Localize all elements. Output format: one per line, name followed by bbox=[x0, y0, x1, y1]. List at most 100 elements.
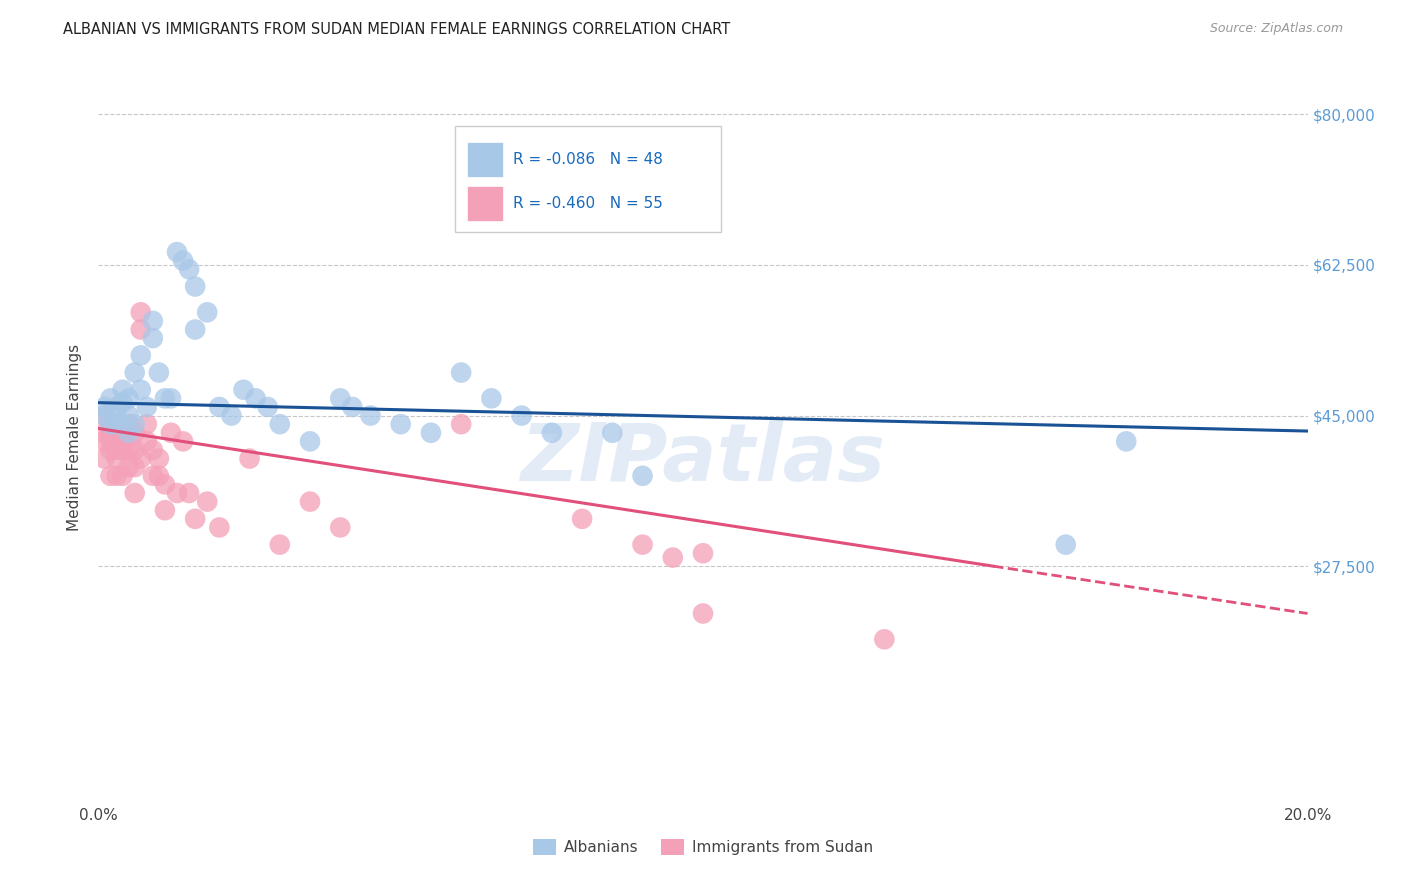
FancyBboxPatch shape bbox=[467, 186, 503, 221]
Point bbox=[631, 538, 654, 552]
Point bbox=[450, 366, 472, 380]
Text: ALBANIAN VS IMMIGRANTS FROM SUDAN MEDIAN FEMALE EARNINGS CORRELATION CHART: ALBANIAN VS IMMIGRANTS FROM SUDAN MEDIAN… bbox=[63, 22, 731, 37]
Point bbox=[148, 366, 170, 380]
Point bbox=[100, 434, 122, 449]
Point bbox=[148, 451, 170, 466]
Point bbox=[118, 442, 141, 457]
Point bbox=[93, 434, 115, 449]
Point bbox=[184, 279, 207, 293]
Point bbox=[631, 468, 654, 483]
FancyBboxPatch shape bbox=[467, 143, 503, 178]
Point bbox=[153, 477, 176, 491]
Point bbox=[540, 425, 562, 440]
Point bbox=[93, 425, 115, 440]
Point bbox=[118, 409, 141, 423]
Point bbox=[166, 486, 188, 500]
Point bbox=[129, 322, 152, 336]
Text: ZIPatlas: ZIPatlas bbox=[520, 420, 886, 498]
Point bbox=[124, 486, 146, 500]
Point bbox=[135, 434, 157, 449]
Point bbox=[93, 409, 115, 423]
Point bbox=[142, 314, 165, 328]
Point bbox=[571, 512, 593, 526]
Point bbox=[208, 520, 231, 534]
Point bbox=[160, 392, 183, 406]
Point bbox=[172, 253, 194, 268]
Point bbox=[124, 417, 146, 432]
Point bbox=[124, 460, 146, 475]
Point bbox=[105, 409, 128, 423]
Point bbox=[661, 550, 683, 565]
Point bbox=[129, 348, 152, 362]
Point bbox=[100, 417, 122, 432]
Point bbox=[692, 546, 714, 560]
Point bbox=[873, 632, 896, 647]
Point bbox=[329, 392, 352, 406]
Point bbox=[105, 451, 128, 466]
Point bbox=[160, 425, 183, 440]
Point bbox=[450, 417, 472, 432]
Point bbox=[93, 409, 115, 423]
Text: R = -0.086   N = 48: R = -0.086 N = 48 bbox=[513, 153, 664, 168]
Point bbox=[93, 451, 115, 466]
Point bbox=[184, 322, 207, 336]
Point bbox=[124, 442, 146, 457]
Y-axis label: Median Female Earnings: Median Female Earnings bbox=[67, 343, 83, 531]
Point bbox=[100, 468, 122, 483]
Point bbox=[221, 409, 243, 423]
Legend: Albanians, Immigrants from Sudan: Albanians, Immigrants from Sudan bbox=[527, 833, 879, 861]
Point bbox=[135, 400, 157, 414]
Point bbox=[256, 400, 278, 414]
Point bbox=[148, 468, 170, 483]
Point bbox=[172, 434, 194, 449]
Point bbox=[481, 392, 503, 406]
Point bbox=[420, 425, 443, 440]
Point bbox=[342, 400, 364, 414]
Point bbox=[142, 442, 165, 457]
Point bbox=[118, 425, 141, 440]
Point bbox=[692, 607, 714, 621]
Point bbox=[179, 262, 201, 277]
Point bbox=[124, 425, 146, 440]
Point bbox=[105, 468, 128, 483]
Point bbox=[245, 392, 267, 406]
Point bbox=[118, 392, 141, 406]
Point bbox=[111, 383, 134, 397]
Point bbox=[1115, 434, 1137, 449]
Point bbox=[93, 400, 115, 414]
Point bbox=[299, 494, 322, 508]
Point bbox=[105, 400, 128, 414]
Point bbox=[111, 468, 134, 483]
Point bbox=[360, 409, 382, 423]
Point bbox=[129, 383, 152, 397]
Point bbox=[179, 486, 201, 500]
Point bbox=[142, 468, 165, 483]
Point bbox=[166, 245, 188, 260]
Point bbox=[184, 512, 207, 526]
Point bbox=[111, 395, 134, 409]
Point bbox=[105, 425, 128, 440]
Point bbox=[118, 460, 141, 475]
Text: Source: ZipAtlas.com: Source: ZipAtlas.com bbox=[1209, 22, 1343, 36]
Point bbox=[602, 425, 624, 440]
Point bbox=[111, 442, 134, 457]
Point bbox=[195, 305, 218, 319]
Point bbox=[510, 409, 533, 423]
Point bbox=[299, 434, 322, 449]
Point bbox=[239, 451, 262, 466]
Point bbox=[111, 425, 134, 440]
Point bbox=[105, 442, 128, 457]
Point bbox=[142, 331, 165, 345]
Point bbox=[153, 392, 176, 406]
Point bbox=[118, 425, 141, 440]
Point bbox=[100, 417, 122, 432]
Point bbox=[269, 417, 291, 432]
Point bbox=[105, 417, 128, 432]
Point bbox=[100, 425, 122, 440]
Point bbox=[389, 417, 412, 432]
Point bbox=[269, 538, 291, 552]
FancyBboxPatch shape bbox=[456, 126, 721, 232]
Point bbox=[100, 392, 122, 406]
Point bbox=[100, 442, 122, 457]
Point bbox=[129, 305, 152, 319]
